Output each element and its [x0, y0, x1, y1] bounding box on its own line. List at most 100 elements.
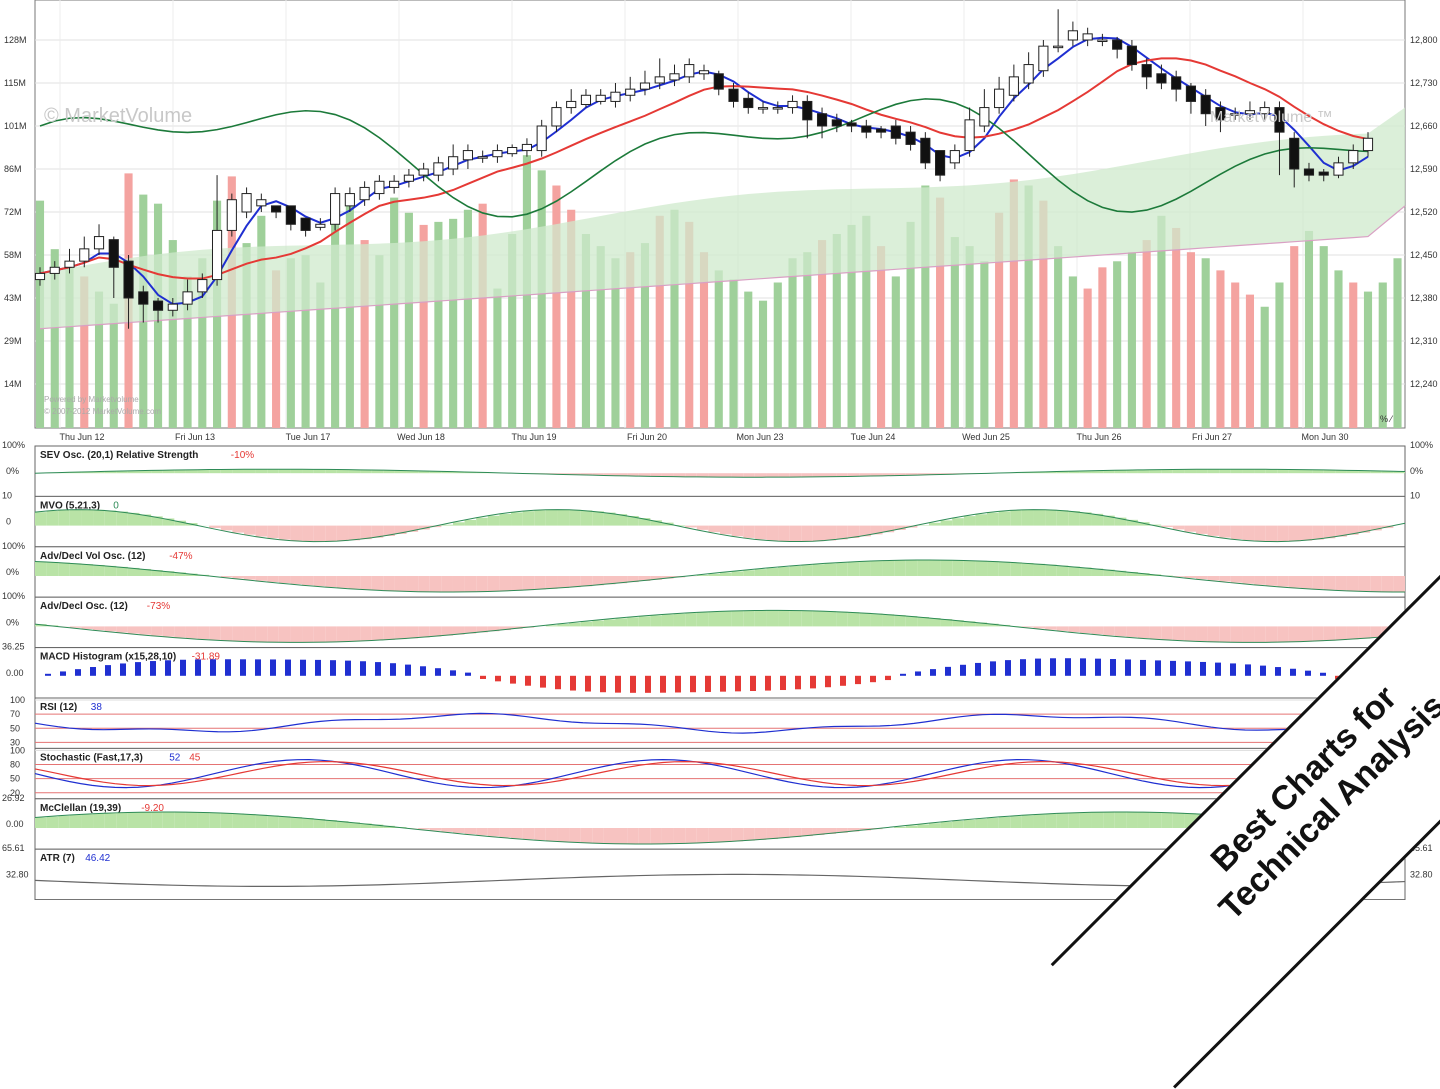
macd-histogram-bar	[135, 662, 141, 676]
candle-body	[508, 148, 517, 154]
macd-histogram-bar	[1365, 676, 1371, 684]
oscillator-area	[290, 626, 302, 642]
oscillator-area	[1138, 470, 1150, 473]
volume-bar	[759, 301, 767, 428]
panel-axis-right-mid: 0.00	[1410, 819, 1428, 829]
oscillator-area	[499, 514, 511, 526]
oscillator-area	[604, 513, 616, 526]
oscillator-area	[929, 823, 941, 828]
volume-bar	[1349, 283, 1357, 429]
oscillator-area	[116, 512, 128, 526]
oscillator-area	[906, 616, 918, 626]
oscillator-area	[348, 576, 360, 589]
oscillator-area	[778, 473, 790, 477]
oscillator-area	[1231, 526, 1243, 539]
oscillator-area	[894, 615, 906, 626]
oscillator-area	[708, 473, 720, 477]
macd-histogram-bar	[1050, 658, 1056, 676]
candle-body	[1024, 65, 1033, 83]
macd-histogram-bar	[615, 676, 621, 693]
oscillator-area	[256, 526, 268, 537]
oscillator-area	[569, 623, 581, 627]
oscillator-area	[418, 576, 430, 592]
oscillator-area	[256, 815, 268, 828]
oscillator-area	[929, 560, 941, 576]
credit-line-1: Powered by Marketvolume	[44, 395, 139, 404]
candle-body	[1304, 169, 1313, 175]
macd-histogram-bar	[675, 676, 681, 693]
candle-body	[581, 95, 590, 104]
oscillator-area	[523, 828, 535, 839]
macd-histogram-bar	[1320, 673, 1326, 676]
oscillator-area	[314, 576, 326, 586]
macd-histogram-bar	[645, 676, 651, 693]
oscillator-area	[662, 615, 674, 627]
oscillator-area	[557, 828, 569, 842]
oscillator-area	[198, 812, 210, 828]
oscillator-area	[999, 817, 1011, 828]
macd-histogram-bar	[630, 676, 636, 693]
technical-chart: SEV Osc. (20,1) Relative Strength-10%100…	[0, 0, 1440, 900]
oscillator-area	[1045, 510, 1057, 526]
oscillator-area	[546, 510, 558, 526]
oscillator-area	[732, 611, 744, 626]
volume-bar	[1261, 307, 1269, 428]
panel-value: 46.42	[85, 853, 110, 864]
macd-histogram-bar	[1305, 671, 1311, 676]
oscillator-area	[267, 815, 279, 828]
candle-body	[965, 120, 974, 151]
candle-body	[478, 157, 487, 159]
macd-histogram-bar	[105, 665, 111, 676]
oscillator-area	[766, 473, 778, 477]
oscillator-area	[987, 818, 999, 828]
macd-histogram-bar	[1110, 659, 1116, 676]
oscillator-area	[209, 470, 221, 474]
candle-body	[65, 261, 74, 267]
oscillator-area	[430, 626, 442, 636]
oscillator-area	[1231, 816, 1243, 828]
oscillator-area	[256, 626, 268, 641]
volume-bar	[493, 289, 501, 428]
oscillator-area	[1184, 813, 1196, 828]
oscillator-area	[952, 560, 964, 576]
volume-axis-label: 58M	[4, 250, 22, 260]
oscillator-area	[941, 520, 953, 525]
oscillator-area	[894, 560, 906, 576]
oscillator-area	[964, 560, 976, 576]
oscillator-area	[732, 526, 744, 537]
oscillator-area	[395, 626, 407, 639]
oscillator-area	[1057, 626, 1069, 631]
candle-body	[331, 194, 340, 225]
oscillator-area	[1289, 626, 1301, 642]
oscillator-area	[778, 567, 790, 576]
oscillator-area	[186, 470, 198, 473]
oscillator-area	[325, 576, 337, 587]
oscillator-area	[1126, 812, 1138, 828]
volume-bar	[1143, 240, 1151, 428]
indicator-panels: SEV Osc. (20,1) Relative Strength-10%100…	[2, 440, 1433, 900]
oscillator-area	[732, 828, 744, 841]
oscillator-area	[430, 576, 442, 592]
macd-histogram-bar	[330, 660, 336, 676]
oscillator-area	[1068, 511, 1080, 525]
oscillator-area	[105, 626, 117, 631]
macd-histogram-bar	[90, 667, 96, 676]
date-label: Thu Jun 12	[59, 432, 104, 442]
macd-histogram-bar	[825, 676, 831, 687]
macd-histogram-bar	[195, 659, 201, 675]
candle-body	[758, 108, 767, 110]
oscillator-area	[523, 576, 535, 590]
oscillator-area	[1312, 576, 1324, 589]
oscillator-area	[790, 526, 802, 542]
oscillator-area	[279, 469, 291, 473]
oscillator-area	[35, 512, 47, 525]
oscillator-area	[267, 576, 279, 582]
panel-axis-right-top: 100%	[1410, 440, 1433, 450]
candle-body	[729, 89, 738, 101]
oscillator-area	[604, 619, 616, 626]
volume-bar	[980, 261, 988, 428]
oscillator-area	[1266, 526, 1278, 542]
candle-body	[699, 71, 708, 74]
volume-bar	[729, 279, 737, 428]
macd-histogram-bar	[765, 676, 771, 691]
